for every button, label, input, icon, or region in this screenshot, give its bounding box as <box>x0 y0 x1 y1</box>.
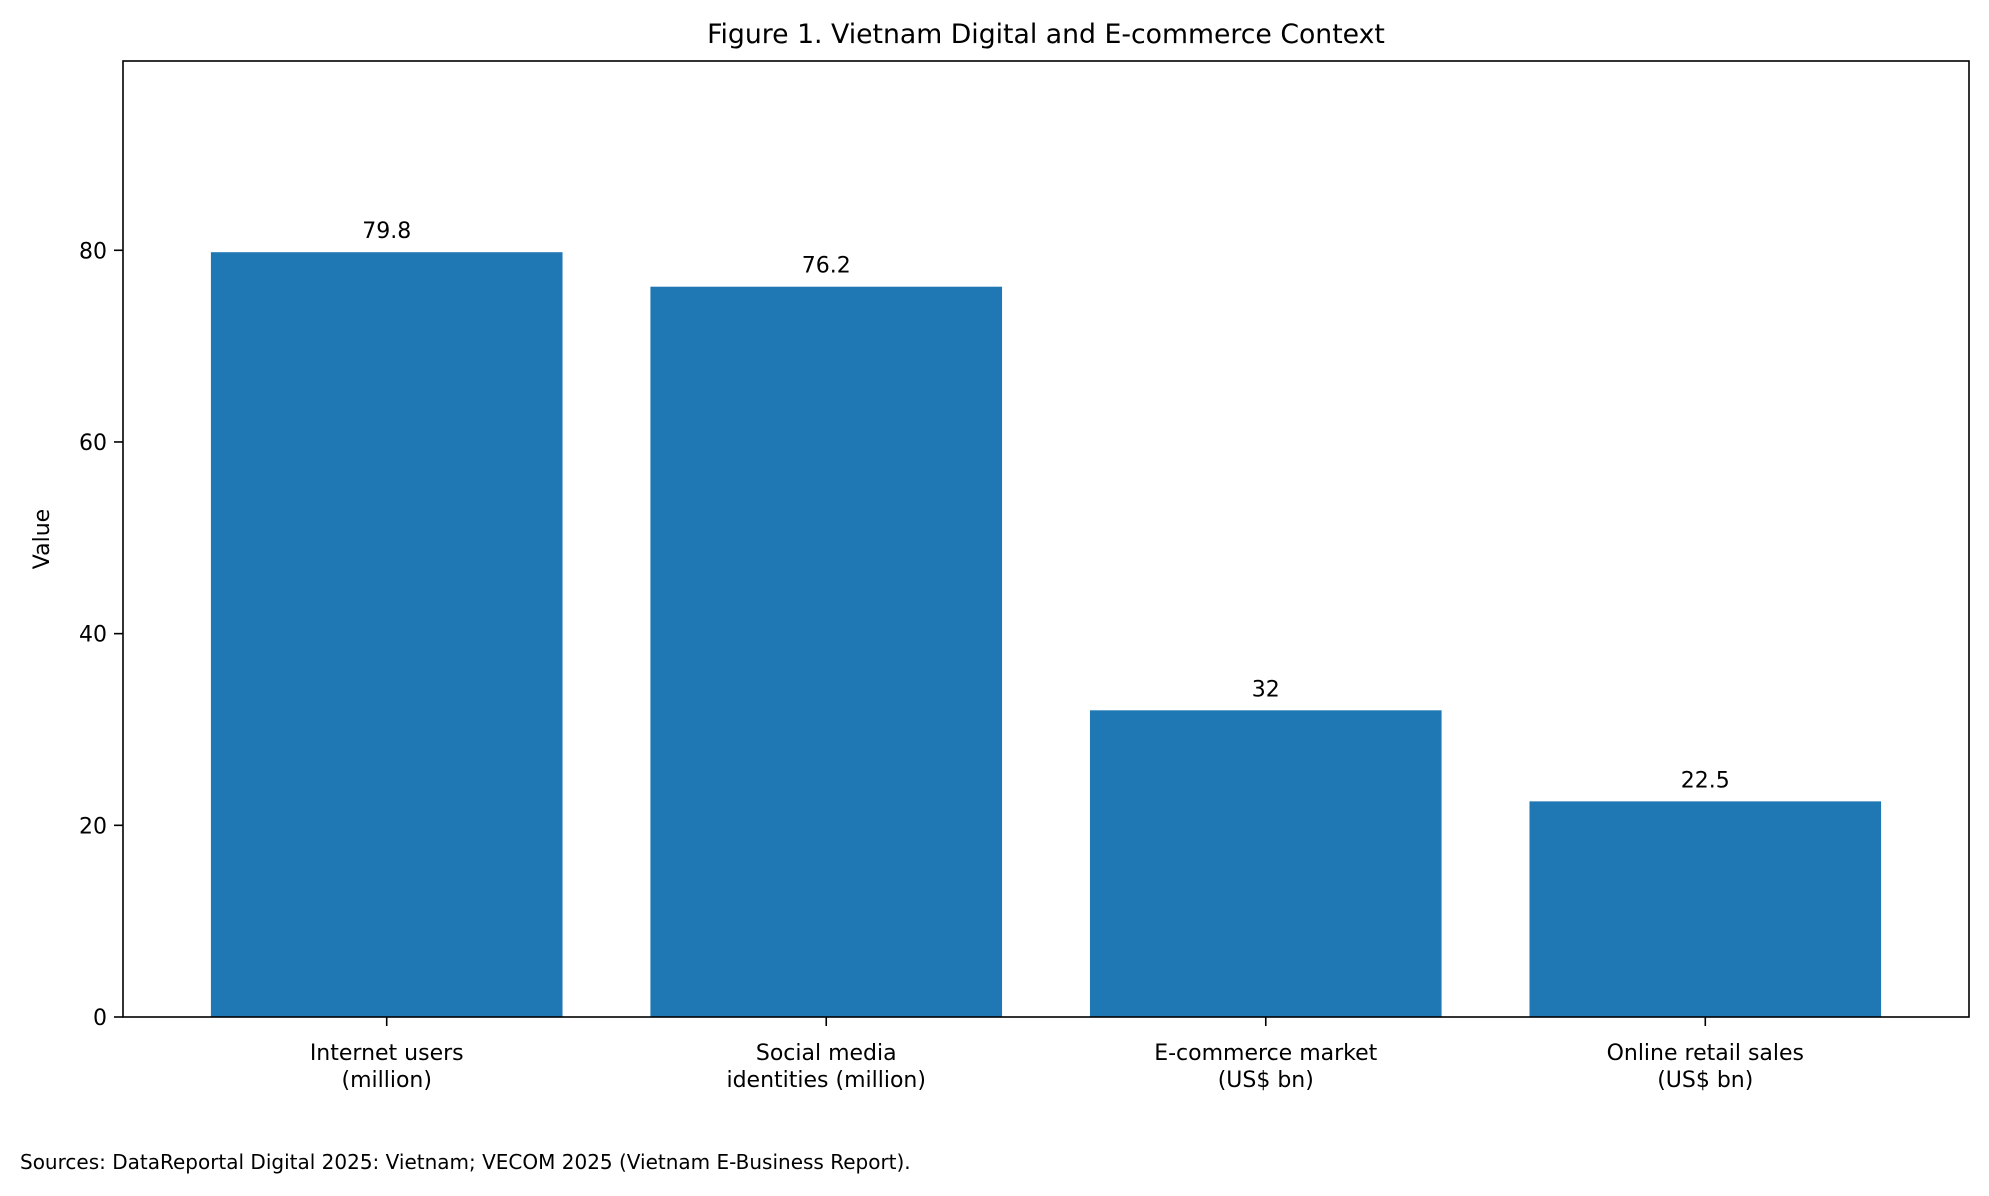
plot-frame <box>122 60 1970 1018</box>
bar-3 <box>1529 801 1882 1017</box>
y-tick-label-1: 20 <box>79 814 107 839</box>
x-tick-label-3: (US$ bn) <box>1657 1068 1753 1093</box>
chart-title: Figure 1. Vietnam Digital and E-commerce… <box>707 19 1385 50</box>
x-tick-label-2: (US$ bn) <box>1218 1068 1314 1093</box>
data-label-2: 32 <box>1252 677 1280 702</box>
y-tick-label-2: 40 <box>79 623 107 648</box>
y-axis-label: Value <box>30 509 55 569</box>
y-tick-label-3: 60 <box>79 431 107 456</box>
x-tick-label-2: E-commerce market <box>1154 1041 1377 1066</box>
x-tick-label-0: (million) <box>341 1068 431 1093</box>
data-label-3: 22.5 <box>1681 768 1730 793</box>
x-tick-label-0: Internet users <box>310 1041 464 1066</box>
bar-0 <box>210 252 563 1017</box>
sources-footnote: Sources: DataReportal Digital 2025: Viet… <box>20 1150 911 1174</box>
x-tick-label-1: Social media <box>756 1041 897 1066</box>
x-tick-label-3: Online retail sales <box>1607 1041 1804 1066</box>
data-label-1: 76.2 <box>802 254 851 279</box>
bar-2 <box>1089 710 1442 1017</box>
y-tick-label-0: 0 <box>93 1006 107 1031</box>
x-tick-label-1: identities (million) <box>726 1068 925 1093</box>
data-label-0: 79.8 <box>362 219 411 244</box>
y-tick-label-4: 80 <box>79 239 107 264</box>
bar-1 <box>650 286 1003 1017</box>
